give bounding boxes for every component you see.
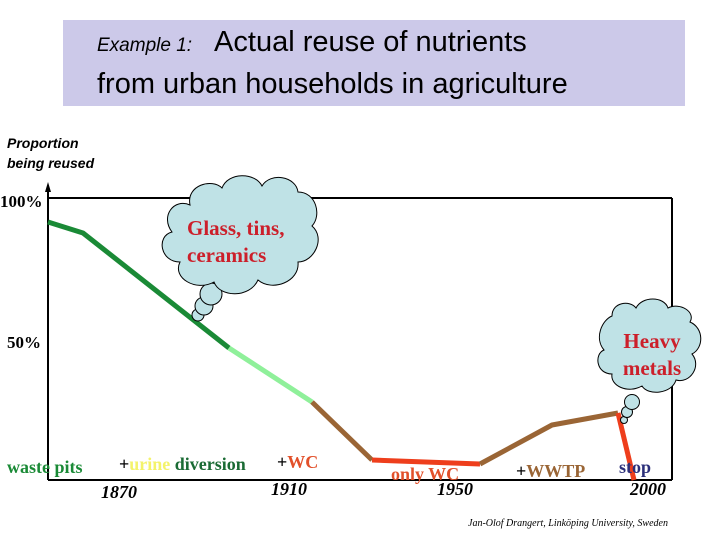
x-tick-1950: 1950	[437, 479, 473, 499]
y-tick-100: 100%	[0, 192, 43, 211]
cloud-glass-line-1: Glass, tins,	[187, 216, 285, 240]
cloud-metals-line-2: metals	[622, 356, 682, 380]
segment-stop	[615, 412, 637, 481]
thought-cloud-metals	[597, 298, 702, 424]
plot-frame	[45, 182, 673, 481]
segment-urine-diversion	[227, 345, 314, 405]
data-lines	[47, 219, 637, 481]
segment-wc	[310, 400, 374, 462]
title-line-1: Example 1: Actual reuse of nutrients	[97, 26, 527, 59]
phase-urine-word: urine	[129, 454, 171, 474]
segment-wwtp	[478, 410, 619, 467]
y-axis-label-line-2: being reused	[7, 155, 95, 171]
phase-wc: +WC	[277, 452, 318, 473]
x-tick-1910: 1910	[271, 479, 307, 499]
phase-only-wc: only WC	[391, 464, 460, 484]
plus-sign: +	[119, 454, 130, 474]
author-credit: Jan-Olof Drangert, Linköping University,…	[468, 518, 668, 529]
x-tick-2000: 2000	[630, 479, 666, 499]
plus-sign: +	[277, 452, 288, 472]
phase-wwtp-word: WWTP	[526, 461, 586, 481]
y-tick-50: 50%	[7, 333, 41, 352]
phase-diversion-word: diversion	[170, 454, 246, 474]
phase-waste-pits: waste pits	[7, 457, 83, 477]
plus-sign: +	[516, 461, 527, 481]
x-tick-1870: 1870	[101, 482, 137, 502]
title-prefix: Example 1:	[97, 35, 193, 56]
title-banner: Example 1: Actual reuse of nutrients from…	[63, 20, 685, 106]
cloud-metals-line-1: Heavy	[623, 329, 681, 353]
phase-stop: stop	[619, 457, 652, 477]
phase-urine-diversion: +urine diversion	[119, 454, 246, 475]
y-axis-label: Proportion being reused	[7, 133, 94, 173]
segment-only-wc	[371, 457, 481, 467]
phase-wwtp: +WWTP	[516, 461, 585, 482]
cloud-metals-text: Heavy metals	[612, 328, 692, 382]
title-line-2: from urban households in agriculture	[97, 68, 568, 100]
y-axis-label-line-1: Proportion	[7, 135, 79, 151]
thought-cloud-glass	[161, 175, 319, 322]
cloud-glass-line-2: ceramics	[187, 243, 267, 267]
cloud-glass-text: Glass, tins, ceramics	[187, 215, 284, 269]
y-axis-arrow-icon	[45, 182, 51, 192]
title-main: Actual reuse of nutrients	[214, 26, 527, 58]
phase-wc-word: WC	[287, 452, 319, 472]
segment-waste-pits	[47, 219, 231, 350]
